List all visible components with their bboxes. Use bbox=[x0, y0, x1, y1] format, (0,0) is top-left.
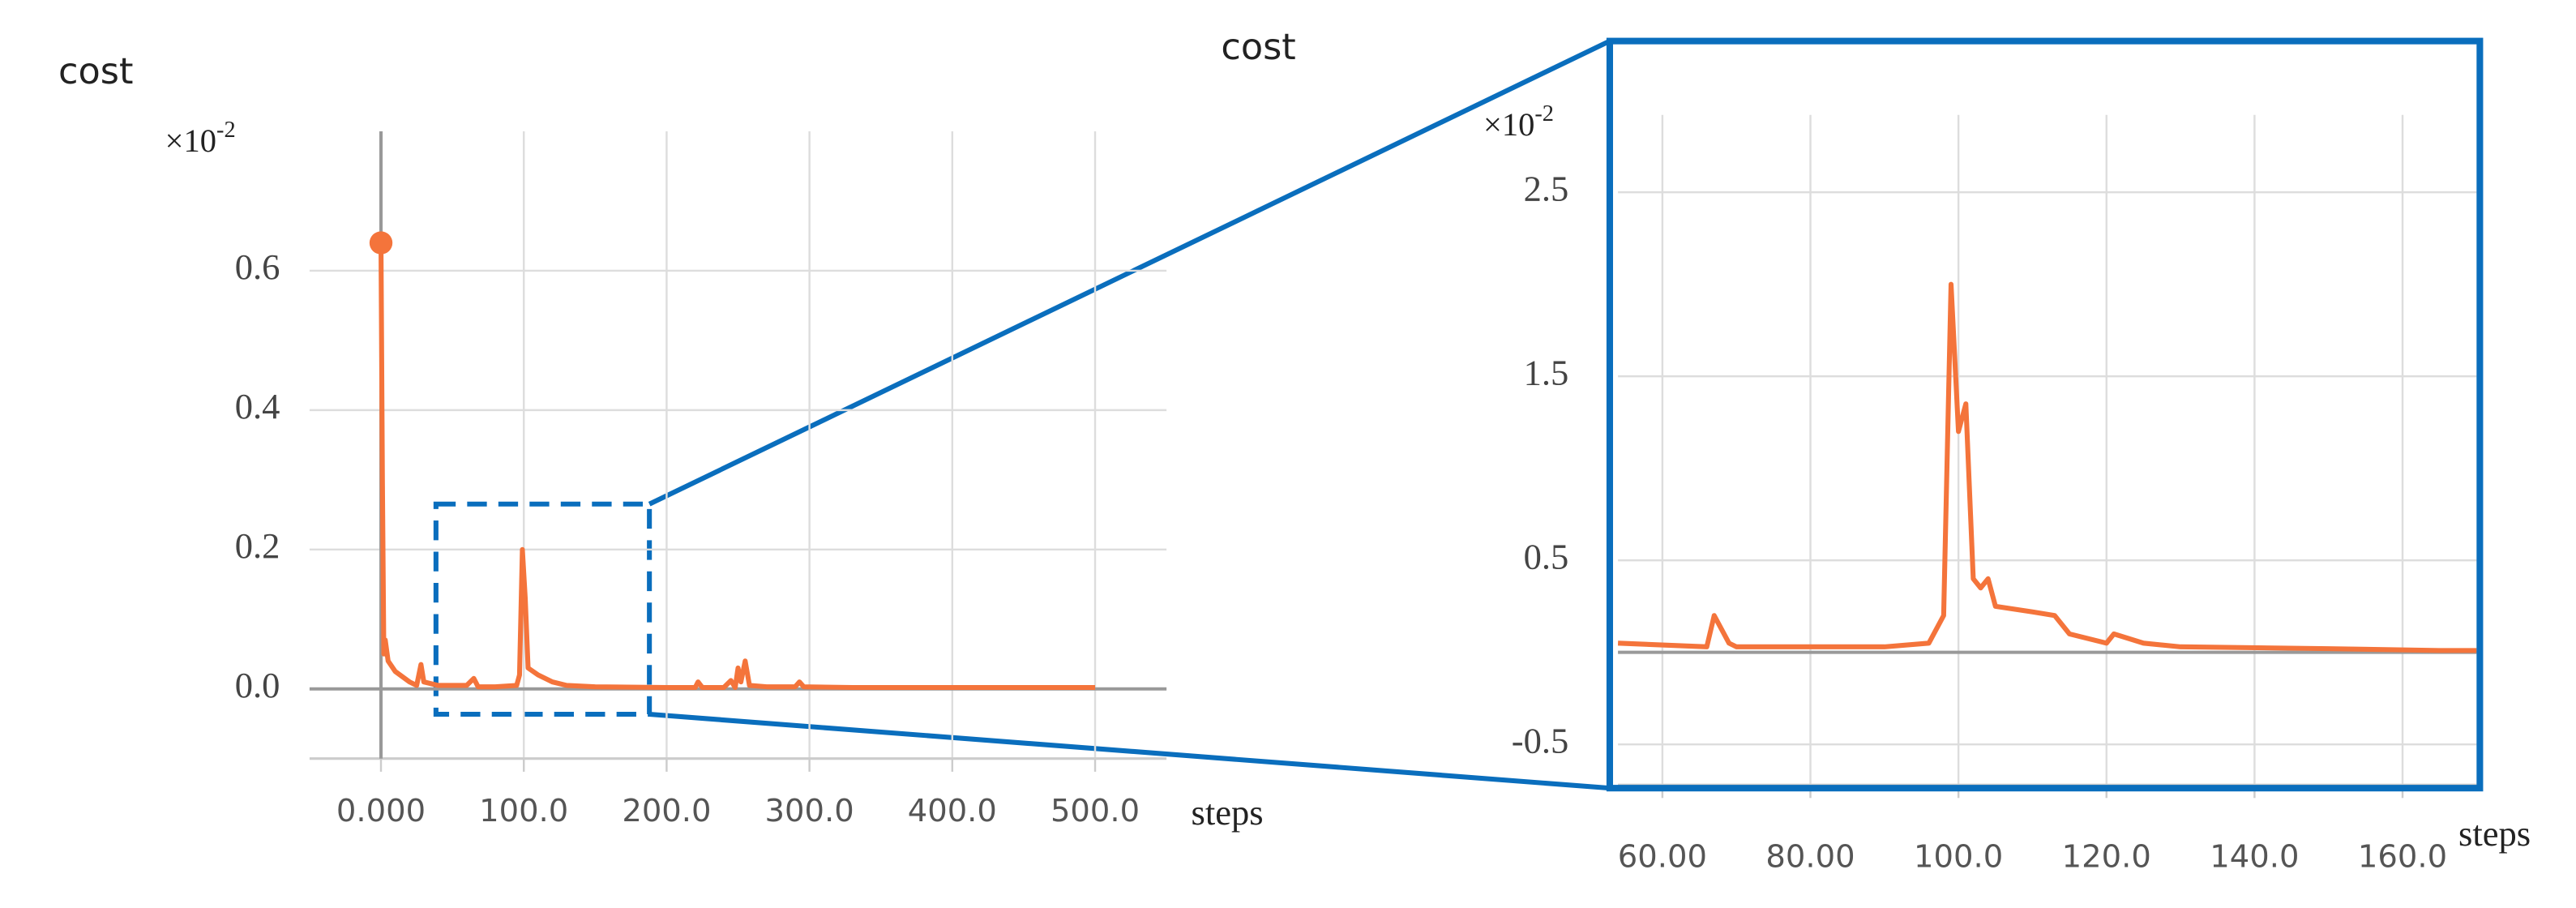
y-tick-label: -0.5 bbox=[1512, 720, 1569, 760]
point-marker bbox=[369, 231, 393, 255]
y-tick-label: 0.0 bbox=[235, 665, 280, 705]
x-tick-label: 160.0 bbox=[2358, 839, 2447, 876]
x-tick-label: 300.0 bbox=[765, 793, 854, 829]
x-tick-label: 140.0 bbox=[2210, 839, 2299, 876]
y-tick-label: 2.5 bbox=[1524, 168, 1569, 208]
x-tick-label: 100.0 bbox=[479, 793, 568, 829]
x-tick-label: 200.0 bbox=[622, 793, 711, 829]
y-tick-label: 0.5 bbox=[1524, 536, 1569, 576]
x-tick-label: 80.00 bbox=[1765, 839, 1855, 876]
y-multiplier: ×10-2 bbox=[165, 118, 236, 160]
x-tick-label: 100.0 bbox=[1914, 839, 2003, 876]
y-tick-label: 0.6 bbox=[235, 246, 280, 287]
series-line bbox=[1617, 281, 2477, 653]
y-multiplier-base: ×10 bbox=[165, 123, 216, 160]
x-tick-label: 120.0 bbox=[2062, 839, 2151, 876]
x-axis-label: steps bbox=[2458, 813, 2531, 854]
chart-title: cost bbox=[58, 50, 133, 92]
zoom-connector bbox=[648, 711, 1611, 791]
x-tick-label: 500.0 bbox=[1051, 793, 1140, 829]
zoom-region bbox=[433, 501, 653, 717]
zoom-connector bbox=[648, 38, 1611, 507]
y-tick-label: 1.5 bbox=[1524, 352, 1569, 392]
y-multiplier-base: ×10 bbox=[1483, 106, 1534, 143]
chart-title: cost bbox=[1221, 26, 1295, 68]
y-tick-label: 0.2 bbox=[235, 525, 280, 566]
y-multiplier: ×10-2 bbox=[1483, 101, 1554, 143]
y-multiplier-exponent: -2 bbox=[1534, 101, 1554, 126]
y-tick-label: 0.4 bbox=[235, 386, 280, 426]
zoom-frame bbox=[1606, 37, 2484, 792]
series-line bbox=[378, 242, 1096, 691]
y-multiplier-exponent: -2 bbox=[216, 118, 236, 143]
x-tick-label: 60.00 bbox=[1618, 839, 1707, 876]
x-tick-label: 400.0 bbox=[908, 793, 997, 829]
x-tick-label: 0.000 bbox=[336, 793, 426, 829]
x-axis-label: steps bbox=[1192, 792, 1264, 833]
